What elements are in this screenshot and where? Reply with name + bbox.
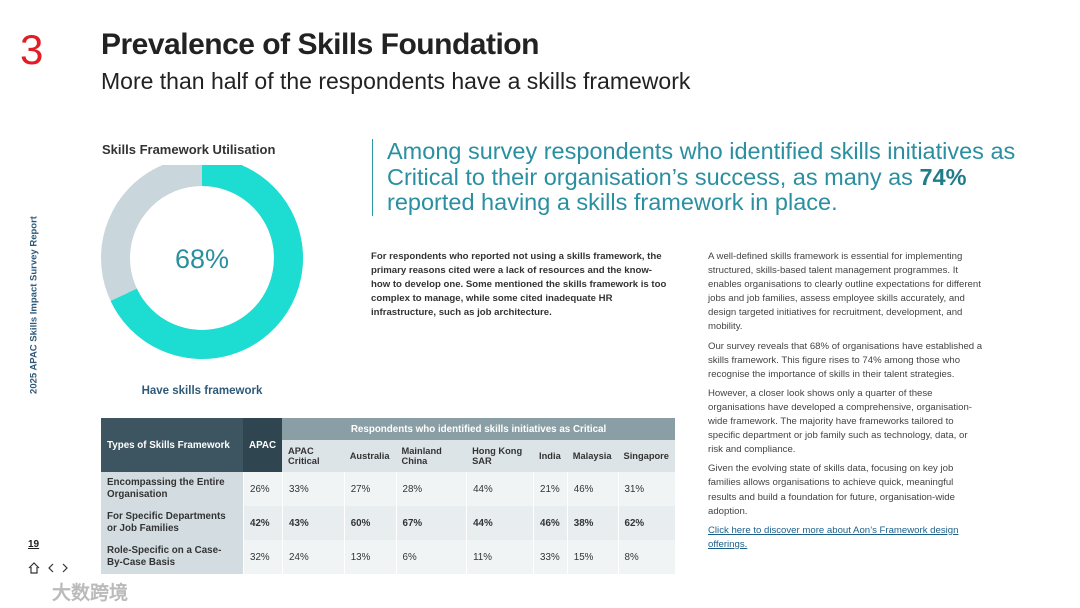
cell: 44% [466, 472, 534, 506]
cell: 11% [466, 540, 534, 574]
bold-paragraph: For respondents who reported not using a… [371, 251, 667, 318]
cell: 33% [282, 472, 344, 506]
cell: 6% [395, 540, 467, 574]
column-header: Mainland China [395, 440, 467, 472]
framework-table: Types of Skills Framework APAC Responden… [101, 418, 675, 574]
table-row: Encompassing the Entire Organisation 26% 3… [101, 472, 675, 506]
link[interactable]: Click here to discover more about Aon’s … [708, 524, 959, 550]
cell: 43% [282, 506, 344, 540]
table-row: For Specific Departments or Job Families… [101, 506, 675, 540]
paragraph: Given the evolving state of skills data,… [708, 463, 955, 517]
column-header: India [533, 440, 567, 472]
cell: 38% [566, 506, 618, 540]
link-paragraph: Click here to discover more about Aon’s … [708, 524, 983, 552]
cell: 27% [343, 472, 396, 506]
apac-header: APAC [243, 418, 283, 472]
watermark: 大数跨境 [52, 583, 129, 604]
cell: 42% [243, 506, 283, 540]
table-row: Role-Specific on a Case-By-Case Basis 32%… [101, 540, 675, 574]
quote-text: reported having a skills framework in pl… [387, 189, 838, 215]
cell: 26% [243, 472, 283, 506]
side-label: 2025 APAC Skills Impact Survey Report [28, 216, 40, 394]
cell: 46% [533, 506, 567, 540]
subtitle: More than half of the respondents have a… [101, 68, 691, 94]
donut-segment [110, 165, 303, 359]
paragraph: However, a closer look shows only a quar… [708, 387, 972, 456]
cell: 32% [243, 540, 283, 574]
cell: 44% [466, 506, 534, 540]
cell: 31% [617, 472, 675, 506]
pull-quote: Among survey respondents who identified … [372, 138, 1017, 216]
column-header: APAC Critical [282, 440, 344, 472]
body-text: A well-defined skills framework is essen… [708, 250, 983, 557]
cell: 60% [343, 506, 396, 540]
category-label: Have skills framework [142, 385, 263, 397]
row-label: For Specific Departments or Job Families [101, 506, 243, 540]
donut-chart: 68% Have skills framework [101, 165, 303, 397]
group-header: Respondents who identified skills initia… [282, 418, 675, 440]
row-label: Role-Specific on a Case-By-Case Basis [101, 540, 243, 574]
column-header: Hong Kong SAR [466, 440, 534, 472]
cell: 33% [533, 540, 567, 574]
cell: 8% [617, 540, 675, 574]
nav-icons[interactable] [27, 561, 73, 575]
column-header-row: APAC Critical Australia Mainland China Hong… [101, 440, 675, 472]
paragraph: A well-defined skills framework is essen… [708, 251, 981, 333]
page-number[interactable]: 19 [28, 539, 40, 550]
cell: 62% [617, 506, 675, 540]
column-header: Australia [343, 440, 396, 472]
cell: 15% [566, 540, 618, 574]
quote-highlight: 74% [919, 163, 967, 190]
column-header: Singapore [617, 440, 675, 472]
row-label: Encompassing the Entire Organisation [101, 472, 243, 506]
title: Prevalence of Skills Foundation [101, 28, 539, 61]
cell: 28% [395, 472, 467, 506]
cell: 13% [343, 540, 396, 574]
row-header: Types of Skills Framework [101, 418, 243, 472]
section-number: 3 [20, 26, 44, 73]
cell: 67% [395, 506, 467, 540]
column-header: Malaysia [566, 440, 618, 472]
cell: 46% [566, 472, 618, 506]
value-label: 68% [175, 244, 229, 274]
cell: 21% [533, 472, 567, 506]
quote-text: Among survey respondents who identified … [387, 138, 1016, 190]
table-body: Encompassing the Entire Organisation 26% 3… [101, 472, 675, 574]
cell: 24% [282, 540, 344, 574]
paragraph: Our survey reveals that 68% of organisat… [708, 340, 983, 380]
chart-title: Skills Framework Utilisation [102, 142, 276, 157]
